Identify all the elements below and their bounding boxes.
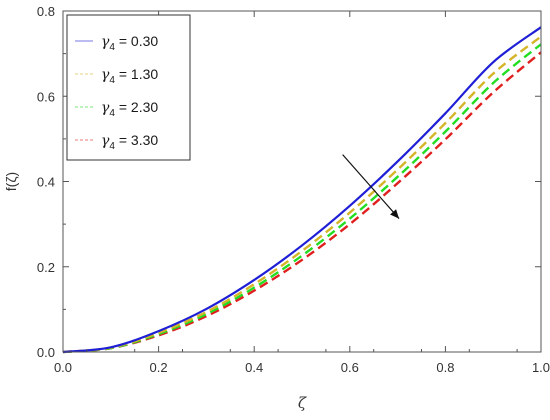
series-layer: [62, 26, 542, 354]
y-axis: 0.0 0.2 0.4 0.6 0.8: [37, 4, 541, 360]
x-axis: 0.0 0.2 0.4 0.6 0.8 1.0: [54, 11, 550, 375]
legend-value: 1.30: [131, 66, 158, 82]
series-line-0: [62, 26, 542, 354]
x-tick-label: 1.0: [532, 360, 550, 375]
legend-value: 3.30: [131, 132, 158, 148]
legend-entry-label: γ4 = 1.30: [101, 66, 158, 86]
legend-box: [66, 14, 191, 161]
trend-arrow-head: [390, 209, 400, 219]
legend-subscript: 4: [109, 75, 115, 86]
legend-equals: =: [115, 66, 131, 82]
legend-entry-label: γ4 = 2.30: [101, 99, 158, 119]
y-tick-label: 0.2: [37, 260, 55, 275]
x-tick-label: 0.6: [341, 360, 359, 375]
legend-subscript: 4: [109, 42, 115, 53]
legend-symbol: γ: [101, 133, 110, 149]
legend-symbol: γ: [101, 34, 110, 50]
series-line-1: [62, 35, 542, 354]
legend-value: 0.30: [131, 33, 158, 49]
y-axis-title: f(ζ): [3, 172, 19, 191]
legend-subscript: 4: [109, 108, 115, 119]
x-tick-label: 0.0: [54, 360, 72, 375]
legend-equals: =: [115, 99, 131, 115]
x-axis-title: ζ: [298, 394, 307, 412]
legend-subscript: 4: [109, 141, 115, 152]
annotation-layer: [342, 154, 400, 219]
legend-equals: =: [115, 33, 131, 49]
legend-value: 2.30: [131, 99, 158, 115]
x-tick-label: 0.8: [436, 360, 454, 375]
legend-symbol: γ: [101, 100, 110, 116]
legend-entry-label: γ4 = 3.30: [101, 132, 158, 152]
x-tick-label: 0.4: [245, 360, 263, 375]
y-tick-label: 0.6: [37, 89, 55, 104]
y-tick-label: 0.4: [37, 175, 55, 190]
legend-equals: =: [115, 132, 131, 148]
trend-arrow-shaft: [342, 154, 400, 219]
x-tick-label: 0.2: [150, 360, 168, 375]
y-tick-label: 0.8: [37, 4, 55, 19]
legend-symbol: γ: [101, 67, 110, 83]
legend-entry-label: γ4 = 0.30: [101, 33, 158, 53]
y-tick-label: 0.0: [37, 345, 55, 360]
